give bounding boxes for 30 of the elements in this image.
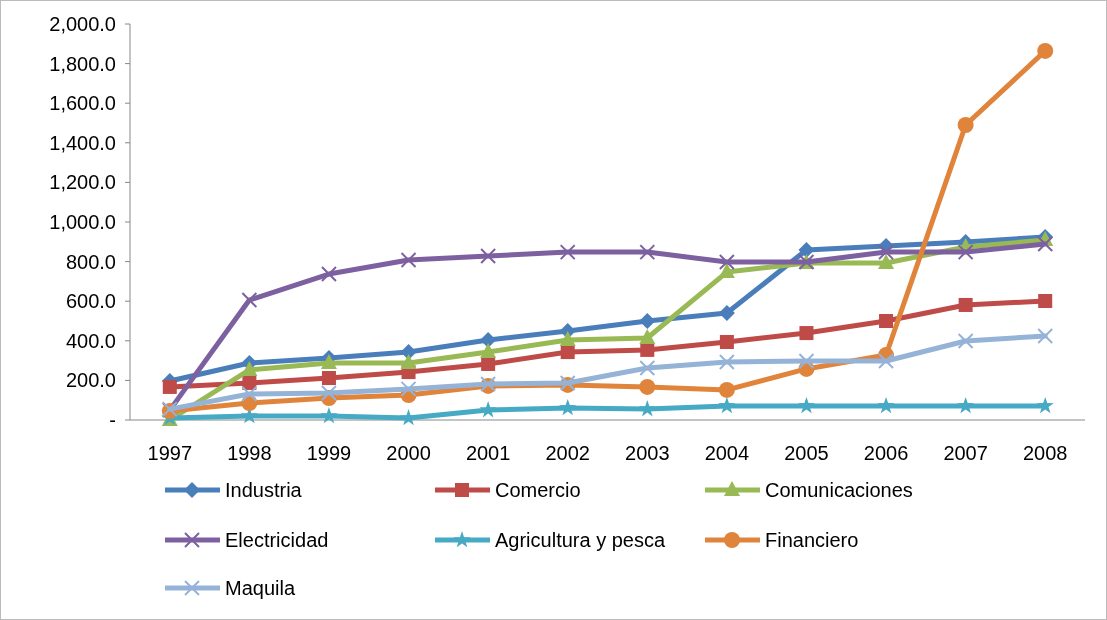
x-tick-label: 2004 (704, 442, 750, 464)
y-tick-label: 1,200.0 (49, 171, 116, 194)
y-tick-label: 2,000.0 (49, 13, 116, 35)
x-tick-label: 2008 (1022, 442, 1068, 464)
legend-label: Maquila (225, 577, 296, 599)
x-tick-label: 2006 (863, 442, 909, 464)
legend-label: Electricidad (225, 529, 329, 551)
y-tick-label: - (109, 409, 116, 431)
x-tick-label: 2002 (545, 442, 590, 464)
legend-label: Agricultura y pesca (495, 529, 666, 551)
y-tick-label: 800.0 (65, 250, 116, 273)
x-tick-label: 2003 (625, 442, 670, 464)
y-tick-label: 1,800.0 (49, 52, 116, 75)
x-tick-label: 2000 (386, 442, 431, 464)
x-tick-label: 1998 (227, 442, 272, 464)
legend-label: Industria (225, 479, 303, 501)
y-tick-label: 600.0 (65, 290, 116, 313)
legend-label: Financiero (765, 529, 859, 551)
x-tick-label: 2007 (943, 442, 988, 464)
legend-label: Comunicaciones (765, 479, 913, 501)
y-tick-label: 200.0 (65, 369, 116, 392)
x-tick-label: 2005 (784, 442, 829, 464)
legend-label: Comercio (495, 479, 581, 501)
x-tick-label: 1997 (147, 442, 193, 464)
y-tick-label: 1,600.0 (49, 92, 116, 115)
x-tick-label: 1999 (306, 442, 352, 464)
y-tick-label: 400.0 (65, 329, 116, 352)
y-tick-label: 1,400.0 (49, 131, 116, 154)
y-tick-label: 1,000.0 (49, 211, 116, 233)
x-tick-label: 2001 (465, 442, 511, 464)
